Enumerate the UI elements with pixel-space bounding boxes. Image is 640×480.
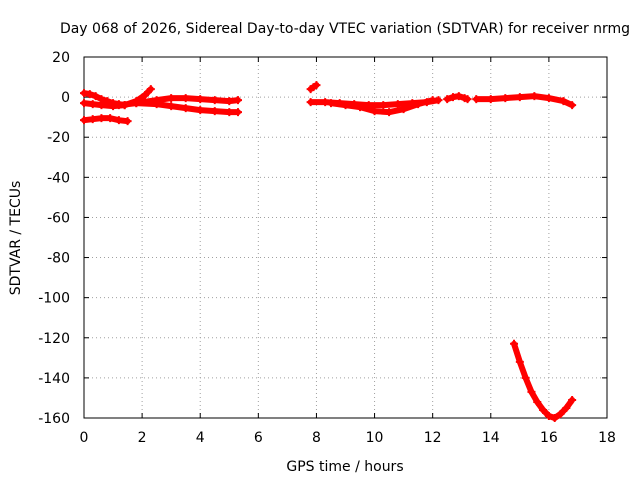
data-point [463, 95, 472, 104]
series-arc-9 [443, 92, 472, 104]
y-tick-label: -140 [38, 371, 70, 387]
data-point [312, 81, 321, 90]
series-arc-4 [114, 94, 242, 110]
y-tick-label: -120 [38, 331, 70, 347]
data-points [80, 81, 577, 422]
series-arc-8 [326, 96, 437, 117]
x-tick-label: 4 [196, 430, 205, 446]
series-arc-11 [510, 339, 577, 422]
x-tick-label: 12 [424, 430, 442, 446]
data-point [123, 117, 132, 126]
x-tick-label: 0 [80, 430, 89, 446]
x-tick-label: 14 [482, 430, 500, 446]
series-arc-1 [80, 114, 132, 126]
y-tick-label: -160 [38, 411, 70, 427]
y-tick-label: -80 [47, 251, 70, 267]
y-tick-label: -60 [47, 210, 70, 226]
data-point [233, 108, 242, 117]
data-point [568, 101, 577, 110]
data-point [428, 96, 437, 105]
y-tick-label: -20 [47, 130, 70, 146]
series-arc-5 [132, 99, 242, 117]
x-tick-label: 8 [312, 430, 321, 446]
y-tick-label: -100 [38, 291, 70, 307]
y-tick-label: 0 [61, 90, 70, 106]
data-point [233, 96, 242, 105]
y-axis-label: SDTVAR / TECUs [8, 181, 24, 296]
series-arc-10 [472, 92, 577, 110]
x-axis-label: GPS time / hours [286, 459, 403, 475]
y-tick-label: 20 [52, 50, 70, 66]
x-tick-label: 16 [540, 430, 558, 446]
x-tick-label: 6 [254, 430, 263, 446]
x-tick-label: 10 [366, 430, 384, 446]
x-tick-label: 2 [138, 430, 147, 446]
series-arc-6 [306, 81, 321, 94]
y-tick-label: -40 [47, 170, 70, 186]
grid [84, 57, 607, 418]
plot-border [83, 56, 608, 419]
x-tick-label: 18 [598, 430, 616, 446]
chart-title: Day 068 of 2026, Sidereal Day-to-day VTE… [60, 21, 630, 37]
y-tick-labels: 20 0 -20 -40 -60 -80 -100 -120 -140 -160 [38, 50, 70, 427]
data-point [146, 85, 155, 94]
ticks [83, 56, 608, 419]
x-tick-labels: 0 2 4 6 8 10 12 14 16 18 [80, 430, 616, 446]
data-point [568, 395, 577, 404]
